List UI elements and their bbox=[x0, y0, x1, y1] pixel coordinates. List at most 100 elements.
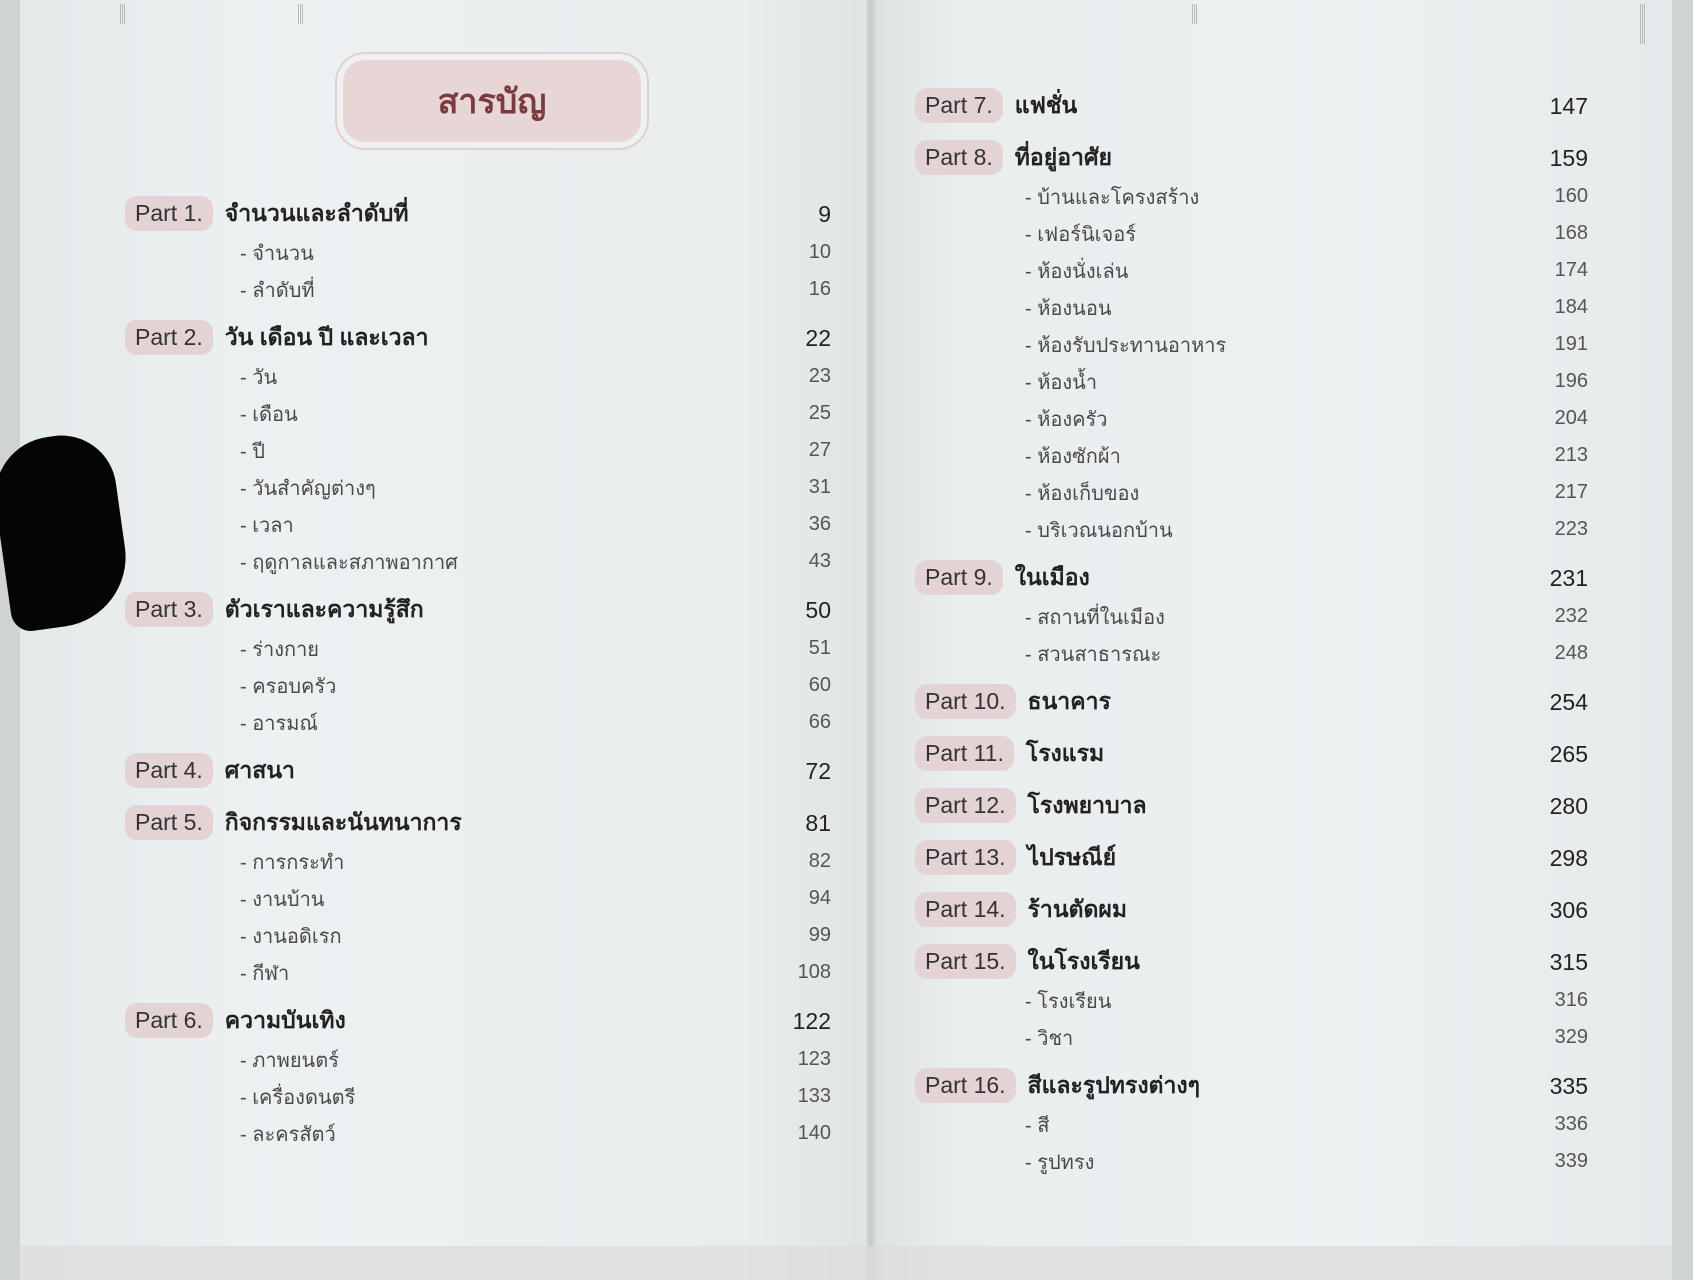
sub-title: - บ้านและโครงสร้าง bbox=[1025, 186, 1200, 209]
page-number: 248 bbox=[1554, 642, 1588, 664]
page-edge-mark bbox=[1192, 4, 1198, 24]
toc-sub-entry[interactable]: - ลำดับที่ 16 bbox=[125, 271, 831, 308]
toc-part-entry[interactable]: Part 3. ตัวเราและความรู้สึก 50 bbox=[125, 584, 831, 636]
toc-sub-entry[interactable]: - วันสำคัญต่างๆ 31 bbox=[125, 469, 831, 506]
sub-title: - สวนสาธารณะ bbox=[1025, 643, 1162, 666]
right-page bbox=[872, 0, 1672, 1280]
toc-part-entry[interactable]: Part 9. ในเมือง 231 bbox=[915, 552, 1588, 604]
page-number: 329 bbox=[1554, 1026, 1588, 1048]
toc-sub-entry[interactable]: - ร่างกาย 51 bbox=[125, 630, 831, 667]
part-label-pill: Part 16. bbox=[915, 1068, 1016, 1103]
page-edge-mark bbox=[120, 4, 126, 24]
toc-sub-entry[interactable]: - ห้องครัว 204 bbox=[915, 400, 1588, 437]
part-title: วัน เดือน ปี และเวลา bbox=[224, 324, 429, 350]
page-edge-mark bbox=[298, 4, 304, 24]
part-title: กิจกรรมและนันทนาการ bbox=[224, 809, 462, 835]
sub-title: - อารมณ์ bbox=[240, 712, 318, 735]
toc-sub-entry[interactable]: - จำนวน 10 bbox=[125, 234, 831, 271]
toc-sub-entry[interactable]: - ละครสัตว์ 140 bbox=[125, 1115, 831, 1152]
part-label-pill: Part 5. bbox=[125, 805, 213, 840]
toc-sub-entry[interactable]: - เครื่องดนตรี 133 bbox=[125, 1078, 831, 1115]
sub-title: - สถานที่ในเมือง bbox=[1025, 606, 1165, 629]
page-number: 140 bbox=[797, 1122, 831, 1144]
toc-part-entry[interactable]: Part 13. ไปรษณีย์ 298 bbox=[915, 832, 1588, 884]
toc-sub-entry[interactable]: - อารมณ์ 66 bbox=[125, 704, 831, 741]
toc-sub-entry[interactable]: - สี 336 bbox=[915, 1106, 1588, 1143]
toc-sub-entry[interactable]: - ห้องซักผ้า 213 bbox=[915, 437, 1588, 474]
page-number: 196 bbox=[1554, 370, 1588, 392]
toc-part-entry[interactable]: Part 12. โรงพยาบาล 280 bbox=[915, 780, 1588, 832]
toc-sub-entry[interactable]: - บ้านและโครงสร้าง 160 bbox=[915, 178, 1588, 215]
page-number: 298 bbox=[1549, 844, 1588, 871]
toc-part-entry[interactable]: Part 2. วัน เดือน ปี และเวลา 22 bbox=[125, 312, 831, 364]
page-number: 36 bbox=[808, 513, 831, 535]
page-number: 27 bbox=[808, 439, 831, 461]
toc-part-entry[interactable]: Part 4. ศาสนา 72 bbox=[125, 745, 831, 797]
toc-part-entry[interactable]: Part 11. โรงแรม 265 bbox=[915, 728, 1588, 780]
sub-title: - ละครสัตว์ bbox=[240, 1123, 336, 1146]
toc-sub-entry[interactable]: - สวนสาธารณะ 248 bbox=[915, 635, 1588, 672]
toc-sub-entry[interactable]: - กีฬา 108 bbox=[125, 954, 831, 991]
toc-sub-entry[interactable]: - เดือน 25 bbox=[125, 395, 831, 432]
toc-part-heading: Part 11. โรงแรม bbox=[915, 736, 1104, 772]
page-number: 315 bbox=[1549, 948, 1588, 975]
page-number: 160 bbox=[1554, 185, 1588, 207]
part-label-pill: Part 10. bbox=[915, 684, 1016, 719]
toc-sub-entry[interactable]: - การกระทำ 82 bbox=[125, 843, 831, 880]
toc-sub-entry[interactable]: - รูปทรง 339 bbox=[915, 1143, 1588, 1180]
toc-part-entry[interactable]: Part 1. จำนวนและลำดับที่ 9 bbox=[125, 188, 831, 240]
toc-part-entry[interactable]: Part 5. กิจกรรมและนันทนาการ 81 bbox=[125, 797, 831, 849]
part-title: สีและรูปทรงต่างๆ bbox=[1027, 1072, 1200, 1098]
toc-part-entry[interactable]: Part 6. ความบันเทิง 122 bbox=[125, 995, 831, 1047]
toc-sub-entry[interactable]: - ห้องนั่งเล่น 174 bbox=[915, 252, 1588, 289]
page-number: 336 bbox=[1554, 1113, 1588, 1135]
toc-sub-entry[interactable]: - ฤดูกาลและสภาพอากาศ 43 bbox=[125, 543, 831, 580]
toc-sub-entry[interactable]: - ห้องนอน 184 bbox=[915, 289, 1588, 326]
toc-sub-entry[interactable]: - งานบ้าน 94 bbox=[125, 880, 831, 917]
toc-part-entry[interactable]: Part 16. สีและรูปทรงต่างๆ 335 bbox=[915, 1060, 1588, 1112]
toc-sub-entry[interactable]: - ห้องน้ำ 196 bbox=[915, 363, 1588, 400]
toc-sub-entry[interactable]: - ห้องรับประทานอาหาร 191 bbox=[915, 326, 1588, 363]
part-title: ในโรงเรียน bbox=[1027, 948, 1140, 974]
toc-sub-entry[interactable]: - งานอดิเรก 99 bbox=[125, 917, 831, 954]
page-number: 191 bbox=[1554, 333, 1588, 355]
toc-part-heading: Part 5. กิจกรรมและนันทนาการ bbox=[125, 805, 462, 841]
toc-part-entry[interactable]: Part 7. แฟชั่น 147 bbox=[915, 80, 1588, 132]
part-label-pill: Part 1. bbox=[125, 196, 213, 231]
page-number: 82 bbox=[808, 850, 831, 872]
toc-sub-entry[interactable]: - ปี 27 bbox=[125, 432, 831, 469]
toc-sub-entry[interactable]: - เฟอร์นิเจอร์ 168 bbox=[915, 215, 1588, 252]
toc-sub-entry[interactable]: - เวลา 36 bbox=[125, 506, 831, 543]
toc-sub-entry[interactable]: - วิชา 329 bbox=[915, 1019, 1588, 1056]
page-number: 81 bbox=[805, 809, 831, 836]
part-title: ศาสนา bbox=[224, 757, 295, 783]
toc-sub-entry[interactable]: - บริเวณนอกบ้าน 223 bbox=[915, 511, 1588, 548]
toc-sub-entry[interactable]: - ภาพยนตร์ 123 bbox=[125, 1041, 831, 1078]
sub-title: - เฟอร์นิเจอร์ bbox=[1025, 223, 1136, 246]
sub-title: - ห้องซักผ้า bbox=[1025, 445, 1121, 468]
toc-part-entry[interactable]: Part 15. ในโรงเรียน 315 bbox=[915, 936, 1588, 988]
page-number: 43 bbox=[808, 550, 831, 572]
toc-sub-entry[interactable]: - วัน 23 bbox=[125, 358, 831, 395]
page-number: 94 bbox=[808, 887, 831, 909]
toc-part-entry[interactable]: Part 10. ธนาคาร 254 bbox=[915, 676, 1588, 728]
sub-title: - บริเวณนอกบ้าน bbox=[1025, 519, 1173, 542]
page-number: 133 bbox=[797, 1085, 831, 1107]
part-title: ความบันเทิง bbox=[224, 1007, 346, 1033]
toc-sub-entry[interactable]: - สถานที่ในเมือง 232 bbox=[915, 598, 1588, 635]
page-number: 108 bbox=[797, 961, 831, 983]
page-number: 51 bbox=[808, 637, 831, 659]
toc-part-entry[interactable]: Part 14. ร้านตัดผม 306 bbox=[915, 884, 1588, 936]
part-title: ร้านตัดผม bbox=[1027, 896, 1128, 922]
toc-sub-entry[interactable]: - ห้องเก็บของ 217 bbox=[915, 474, 1588, 511]
toc-part-entry[interactable]: Part 8. ที่อยู่อาศัย 159 bbox=[915, 132, 1588, 184]
page-number: 168 bbox=[1554, 222, 1588, 244]
page-number: 9 bbox=[818, 200, 831, 227]
sub-title: - ร่างกาย bbox=[240, 638, 320, 661]
page-number: 306 bbox=[1549, 896, 1588, 923]
toc-sub-entry[interactable]: - ครอบครัว 60 bbox=[125, 667, 831, 704]
part-label-pill: Part 4. bbox=[125, 753, 213, 788]
toc-part-heading: Part 12. โรงพยาบาล bbox=[915, 788, 1147, 824]
toc-sub-entry[interactable]: - โรงเรียน 316 bbox=[915, 982, 1588, 1019]
page-number: 335 bbox=[1549, 1072, 1588, 1099]
